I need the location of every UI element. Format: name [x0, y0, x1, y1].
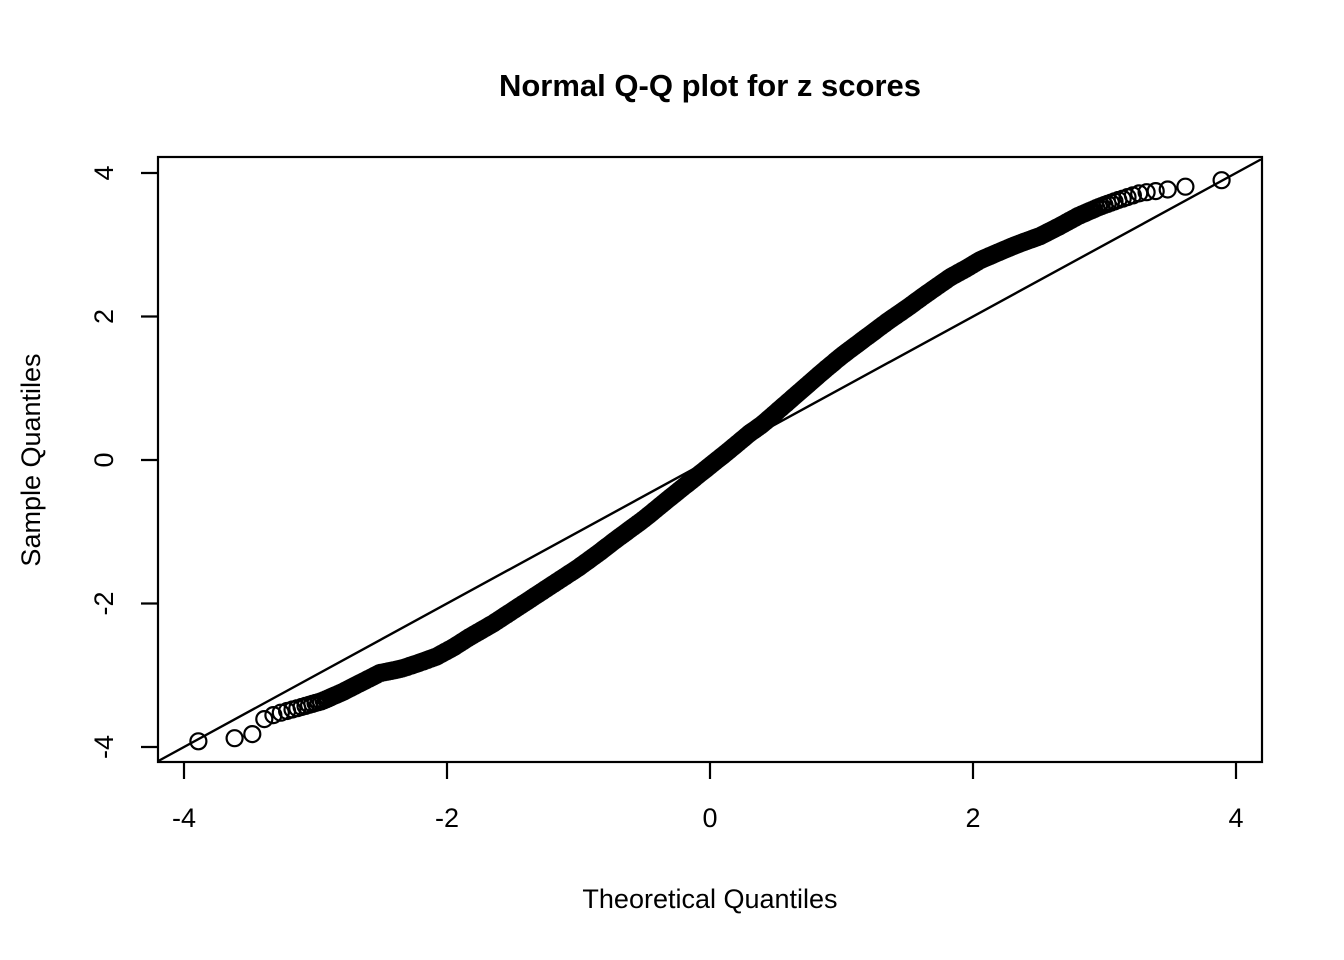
y-tick-label: 4 — [89, 165, 119, 180]
x-tick-label: 2 — [965, 803, 980, 833]
y-tick-label: -4 — [89, 735, 119, 759]
x-tick-label: -2 — [435, 803, 459, 833]
chart-title: Normal Q-Q plot for z scores — [499, 68, 921, 103]
axis-tick-layer — [141, 171, 1238, 779]
y-tick-label: 0 — [89, 452, 119, 467]
x-tick-label: 4 — [1228, 803, 1243, 833]
tick-label-layer: -4 -2 0 2 4 -4 -2 0 2 4 — [89, 165, 1244, 833]
y-tick-label: 2 — [89, 309, 119, 324]
x-tick-label: 0 — [702, 803, 717, 833]
data-layer — [158, 158, 1262, 762]
x-axis-title: Theoretical Quantiles — [582, 884, 837, 914]
qq-sample-points — [189, 171, 1231, 751]
y-tick-label: -2 — [89, 591, 119, 615]
y-axis-title: Sample Quantiles — [16, 353, 46, 566]
x-tick-label: -4 — [172, 803, 196, 833]
